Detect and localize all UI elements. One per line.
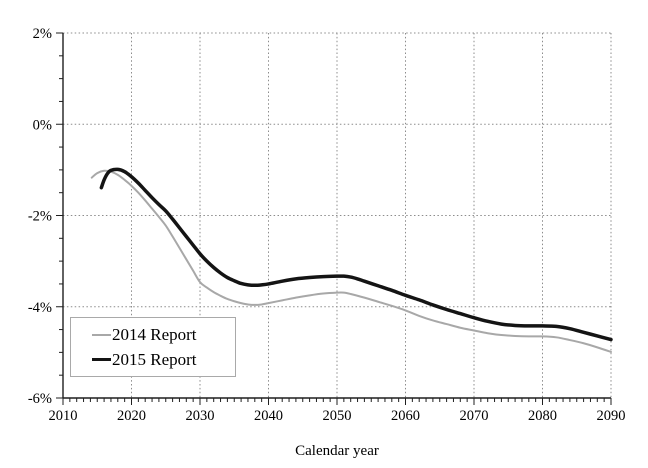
svg-text:2010: 2010 (49, 408, 78, 424)
legend-item-2014-report: 2014 Report (92, 326, 235, 343)
svg-text:2060: 2060 (391, 408, 420, 424)
legend-swatch-2014-line (92, 333, 111, 336)
svg-text:2090: 2090 (597, 408, 626, 424)
legend-item-2015-report: 2015 Report (92, 351, 235, 368)
svg-text:2050: 2050 (323, 408, 352, 424)
legend-swatch-2015-line (92, 358, 111, 361)
svg-text:0%: 0% (33, 117, 52, 133)
svg-text:2020: 2020 (117, 408, 146, 424)
svg-text:2070: 2070 (460, 408, 489, 424)
svg-text:-2%: -2% (28, 209, 52, 225)
x-axis-title: Calendar year (295, 443, 379, 459)
svg-text:2%: 2% (33, 26, 52, 42)
svg-text:2040: 2040 (254, 408, 283, 424)
legend-label-2014: 2014 Report (112, 325, 197, 344)
legend: 2014 Report 2015 Report (70, 317, 236, 377)
svg-text:-4%: -4% (28, 300, 52, 316)
svg-text:2080: 2080 (528, 408, 557, 424)
legend-label-2015: 2015 Report (112, 350, 197, 369)
svg-text:-6%: -6% (28, 391, 52, 407)
svg-text:2030: 2030 (186, 408, 215, 424)
